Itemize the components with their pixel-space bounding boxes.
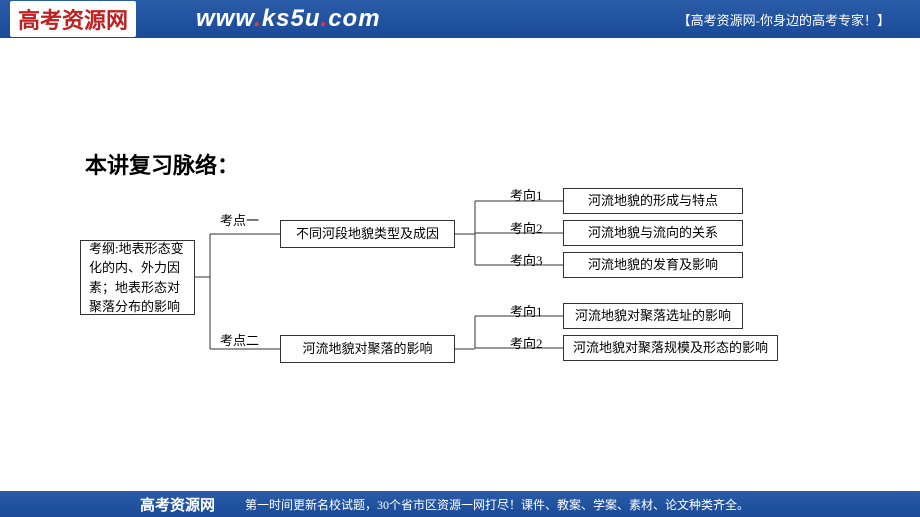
leaf-node-1: 河流地貌的形成与特点 <box>563 188 743 214</box>
mid-node-1: 不同河段地貌类型及成因 <box>280 220 455 248</box>
point2-label: 考点二 <box>220 330 259 349</box>
leaf-node-2: 河流地貌与流向的关系 <box>563 220 743 246</box>
footer-text: 第一时间更新名校试题，30个省市区资源一网打尽！课件、教案、学案、素材、论文种类… <box>245 496 749 513</box>
leaf-node-4: 河流地貌对聚落选址的影响 <box>563 303 743 329</box>
tree-diagram: 考纲:地表形态变化的内、外力因素；地表形态对聚落分布的影响 考点一 考点二 不同… <box>80 180 850 380</box>
header-tagline: 【高考资源网-你身边的高考专家！】 <box>678 10 890 29</box>
header-bar: 高考资源网 www.ks5u.com 【高考资源网-你身边的高考专家！】 <box>0 0 920 38</box>
header-url: www.ks5u.com <box>196 5 381 33</box>
url-post: com <box>328 5 380 32</box>
point1-label: 考点一 <box>220 210 259 229</box>
dir4-label: 考向1 <box>510 301 543 320</box>
footer-bar: 高考资源网 第一时间更新名校试题，30个省市区资源一网打尽！课件、教案、学案、素… <box>0 491 920 517</box>
url-dot1: . <box>254 5 262 32</box>
footer-logo: 高考资源网 <box>140 494 215 515</box>
dir1-label: 考向1 <box>510 185 543 204</box>
url-mid: ks5u <box>262 5 321 32</box>
root-node: 考纲:地表形态变化的内、外力因素；地表形态对聚落分布的影响 <box>80 240 195 315</box>
url-pre: www <box>196 5 254 32</box>
dir2-label: 考向2 <box>510 218 543 237</box>
header-logo: 高考资源网 <box>10 1 136 37</box>
page-title: 本讲复习脉络： <box>85 148 920 180</box>
mid-node-2: 河流地貌对聚落的影响 <box>280 335 455 363</box>
leaf-node-3: 河流地貌的发育及影响 <box>563 252 743 278</box>
dir5-label: 考向2 <box>510 333 543 352</box>
dir3-label: 考向3 <box>510 250 543 269</box>
leaf-node-5: 河流地貌对聚落规模及形态的影响 <box>563 335 778 361</box>
